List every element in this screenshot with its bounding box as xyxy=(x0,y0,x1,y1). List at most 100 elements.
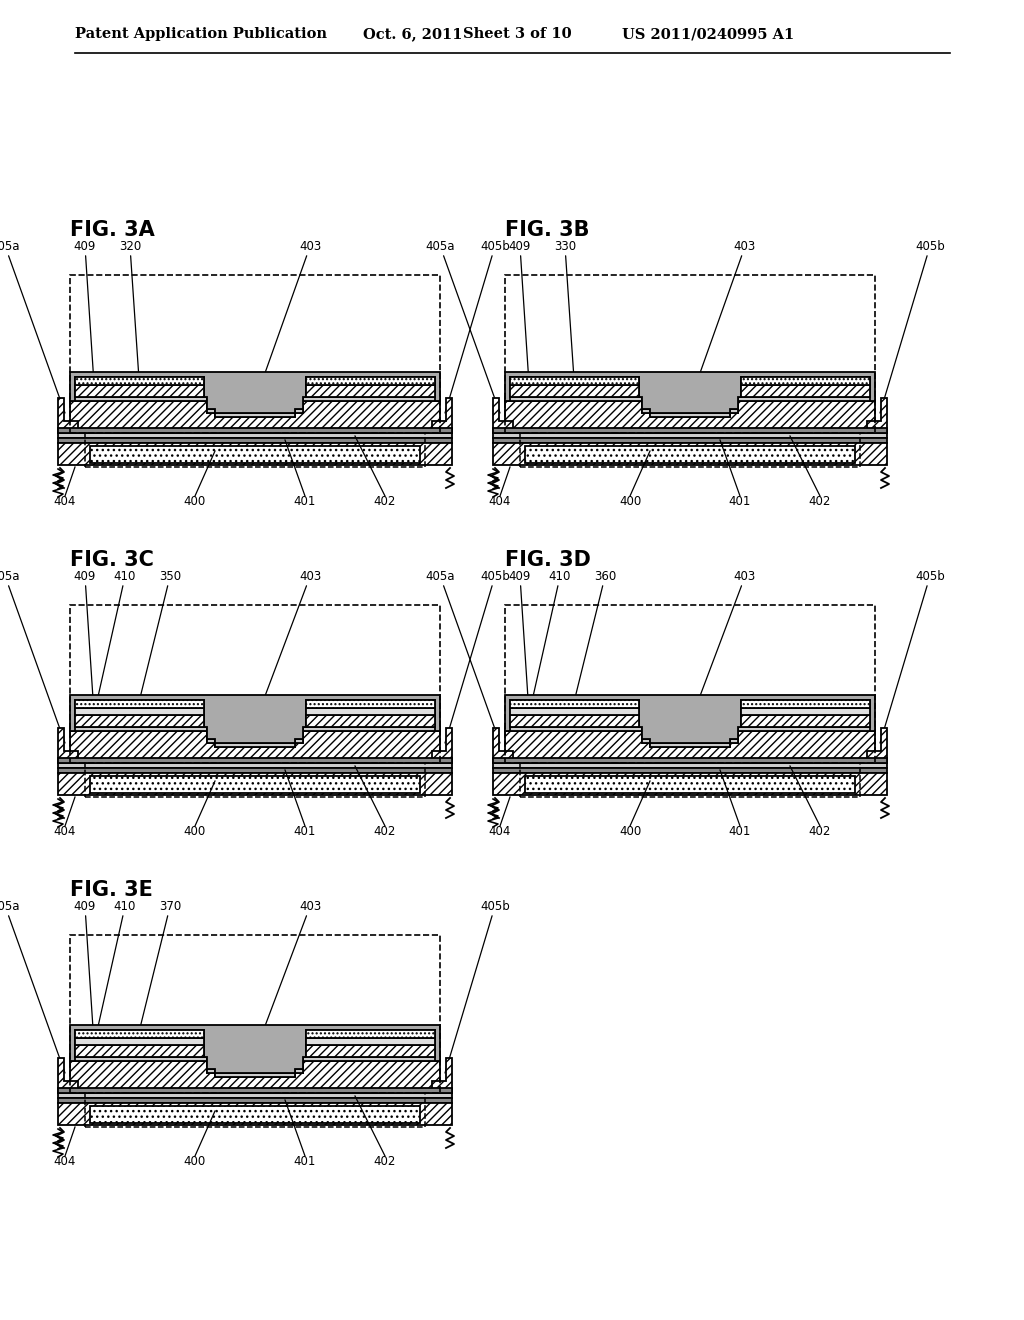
Polygon shape xyxy=(505,397,874,417)
Polygon shape xyxy=(58,1059,78,1093)
Bar xyxy=(58,1093,452,1098)
Bar xyxy=(493,768,887,774)
Text: 403: 403 xyxy=(265,900,322,1026)
Text: 405a: 405a xyxy=(0,900,65,1073)
Polygon shape xyxy=(432,729,452,763)
Polygon shape xyxy=(493,774,887,795)
Polygon shape xyxy=(70,1061,440,1092)
Bar xyxy=(58,1088,452,1093)
Bar xyxy=(75,1045,204,1057)
Bar xyxy=(505,605,874,763)
Bar xyxy=(75,708,204,715)
Bar xyxy=(85,763,425,797)
Bar xyxy=(510,715,639,727)
Bar xyxy=(58,1098,452,1104)
Text: 400: 400 xyxy=(618,495,641,508)
Polygon shape xyxy=(70,372,440,413)
Polygon shape xyxy=(58,774,452,795)
Text: 330: 330 xyxy=(554,240,577,379)
Text: Sheet 3 of 10: Sheet 3 of 10 xyxy=(463,26,571,41)
Text: FIG. 3E: FIG. 3E xyxy=(70,880,153,900)
Polygon shape xyxy=(867,399,887,433)
Bar xyxy=(525,446,855,463)
Text: 405b: 405b xyxy=(880,240,945,413)
Polygon shape xyxy=(58,444,452,465)
Bar xyxy=(75,1038,204,1045)
Text: 409: 409 xyxy=(509,240,531,399)
Text: 405a: 405a xyxy=(426,240,500,413)
Text: 401: 401 xyxy=(294,825,316,838)
Text: 403: 403 xyxy=(700,240,756,374)
Bar xyxy=(741,708,870,715)
Bar xyxy=(75,378,204,385)
Text: 400: 400 xyxy=(184,495,206,508)
Polygon shape xyxy=(505,401,874,432)
Text: 404: 404 xyxy=(488,825,511,838)
Polygon shape xyxy=(70,696,440,743)
Text: FIG. 3C: FIG. 3C xyxy=(70,550,154,570)
Polygon shape xyxy=(70,731,440,762)
Bar xyxy=(70,275,440,433)
Text: 405b: 405b xyxy=(445,570,510,743)
Text: FIG. 3D: FIG. 3D xyxy=(505,550,591,570)
Bar xyxy=(306,385,435,397)
Bar xyxy=(58,433,452,438)
Bar xyxy=(75,385,204,397)
Text: 400: 400 xyxy=(184,1155,206,1168)
Bar xyxy=(306,715,435,727)
Bar xyxy=(741,715,870,727)
Bar xyxy=(85,433,425,467)
Text: 360: 360 xyxy=(574,570,616,702)
Text: 404: 404 xyxy=(54,495,76,508)
Bar xyxy=(520,433,860,467)
Text: 400: 400 xyxy=(184,825,206,838)
Bar xyxy=(58,763,452,768)
Polygon shape xyxy=(493,399,513,433)
Text: 401: 401 xyxy=(294,1155,316,1168)
Text: 403: 403 xyxy=(265,570,322,696)
Text: 400: 400 xyxy=(618,825,641,838)
Bar xyxy=(70,605,440,763)
Bar xyxy=(493,758,887,763)
Bar xyxy=(493,433,887,438)
Polygon shape xyxy=(505,372,874,413)
Bar xyxy=(58,438,452,444)
Polygon shape xyxy=(70,727,440,747)
Text: 401: 401 xyxy=(729,495,752,508)
Text: 409: 409 xyxy=(74,570,96,729)
Text: 409: 409 xyxy=(74,240,96,399)
Polygon shape xyxy=(505,727,874,747)
Text: 404: 404 xyxy=(488,495,511,508)
Polygon shape xyxy=(70,401,440,432)
Polygon shape xyxy=(58,729,78,763)
Text: 409: 409 xyxy=(509,570,531,729)
Bar xyxy=(85,1093,425,1127)
Bar xyxy=(306,1045,435,1057)
Bar xyxy=(75,715,204,727)
Bar xyxy=(70,935,440,1093)
Polygon shape xyxy=(58,1104,452,1125)
Polygon shape xyxy=(432,1059,452,1093)
Polygon shape xyxy=(70,397,440,417)
Bar xyxy=(306,700,435,708)
Bar xyxy=(741,378,870,385)
Bar xyxy=(741,385,870,397)
Polygon shape xyxy=(70,1057,440,1077)
Text: Patent Application Publication: Patent Application Publication xyxy=(75,26,327,41)
Bar xyxy=(493,438,887,444)
Bar xyxy=(510,700,639,708)
Text: 402: 402 xyxy=(374,825,396,838)
Bar xyxy=(90,1106,420,1123)
Text: 403: 403 xyxy=(700,570,756,696)
Text: 404: 404 xyxy=(54,825,76,838)
Text: US 2011/0240995 A1: US 2011/0240995 A1 xyxy=(622,26,795,41)
Bar xyxy=(520,763,860,797)
Text: 404: 404 xyxy=(54,1155,76,1168)
Text: 402: 402 xyxy=(809,495,831,508)
Polygon shape xyxy=(867,729,887,763)
Text: 401: 401 xyxy=(729,825,752,838)
Polygon shape xyxy=(58,399,78,433)
Text: 350: 350 xyxy=(139,570,181,702)
Bar xyxy=(306,1030,435,1038)
Text: FIG. 3B: FIG. 3B xyxy=(505,220,590,240)
